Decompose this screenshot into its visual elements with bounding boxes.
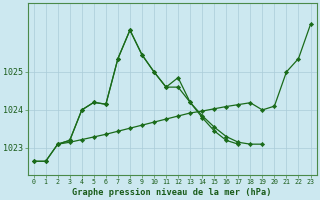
- X-axis label: Graphe pression niveau de la mer (hPa): Graphe pression niveau de la mer (hPa): [72, 188, 272, 197]
